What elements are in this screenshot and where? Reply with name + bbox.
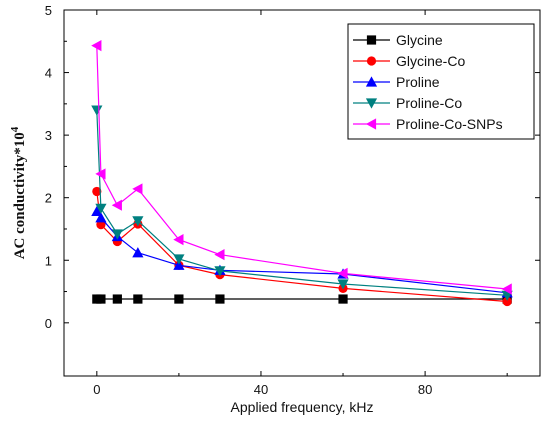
- data-point: [337, 267, 348, 279]
- series-line: [96, 45, 508, 290]
- legend-marker: [366, 35, 377, 45]
- legend-items: Glycine Glycine-Co Proline Proline-Co Prolin…: [353, 32, 503, 132]
- legend-label: Glycine: [396, 32, 443, 48]
- data-point: [111, 229, 123, 240]
- legend-marker: [366, 56, 377, 66]
- data-point: [501, 283, 512, 295]
- y-tick-label: 1: [45, 253, 52, 268]
- series-layer: [91, 40, 513, 307]
- legend-label: Proline: [396, 74, 440, 90]
- y-tick-label: 4: [45, 66, 52, 81]
- legend: Glycine Glycine-Co Proline Proline-Co Prolin…: [347, 23, 535, 140]
- series-line: [96, 191, 508, 303]
- x-tick-label: 0: [93, 382, 100, 397]
- legend-item: Glycine: [353, 32, 443, 48]
- data-point: [174, 294, 184, 304]
- data-point: [173, 254, 185, 265]
- series-1: [92, 186, 512, 307]
- series-4: [91, 40, 512, 295]
- data-point: [91, 105, 103, 116]
- y-tick-label: 5: [45, 3, 52, 18]
- legend-label: Proline-Co-SNPs: [396, 116, 503, 132]
- plot-frame: [63, 9, 541, 377]
- data-point: [132, 247, 144, 258]
- y-tick-label: 0: [45, 316, 52, 331]
- data-point: [215, 294, 225, 304]
- y-tick-label: 3: [45, 128, 52, 143]
- legend-item: Proline-Co-SNPs: [353, 116, 503, 132]
- x-axis: 0 40 80: [93, 10, 508, 397]
- data-point: [502, 296, 512, 307]
- legend-item: Proline: [353, 74, 440, 90]
- legend-marker: [365, 118, 377, 130]
- x-axis-title: Applied frequency, kHz: [231, 399, 374, 415]
- y-axis-title-superscript: 4: [9, 126, 21, 132]
- series-line: [96, 110, 508, 296]
- y-axis-title-main: AC conductivity*10: [12, 132, 28, 259]
- legend-marker: [365, 76, 378, 87]
- data-point: [111, 199, 122, 211]
- data-point: [214, 249, 225, 261]
- y-tick-label: 2: [45, 191, 52, 206]
- data-point: [91, 205, 103, 217]
- y-axis-title: AC conductivity*104: [9, 126, 28, 259]
- series-0: [92, 294, 512, 304]
- data-point: [112, 294, 122, 304]
- legend-label: Proline-Co: [396, 95, 462, 111]
- legend-label: Glycine-Co: [396, 53, 465, 69]
- legend-item: Glycine-Co: [353, 53, 465, 69]
- data-point: [214, 266, 226, 277]
- x-tick-label: 40: [254, 382, 268, 397]
- y-axis: 0 1 2 3 4 5: [45, 3, 540, 331]
- x-tick-label: 80: [418, 382, 432, 397]
- series-3: [91, 105, 513, 301]
- data-point: [132, 216, 144, 227]
- data-point: [132, 183, 143, 195]
- data-point: [338, 294, 348, 304]
- data-point: [95, 212, 107, 223]
- data-point: [91, 40, 102, 52]
- data-point: [96, 294, 106, 304]
- data-point: [337, 279, 349, 290]
- data-point: [95, 168, 106, 180]
- series-line: [96, 211, 508, 294]
- data-point: [92, 186, 102, 197]
- data-point: [95, 203, 107, 214]
- legend-item: Proline-Co: [353, 95, 462, 111]
- data-point: [173, 234, 184, 246]
- legend-marker: [365, 98, 378, 109]
- data-point: [133, 294, 143, 304]
- data-point: [173, 259, 185, 270]
